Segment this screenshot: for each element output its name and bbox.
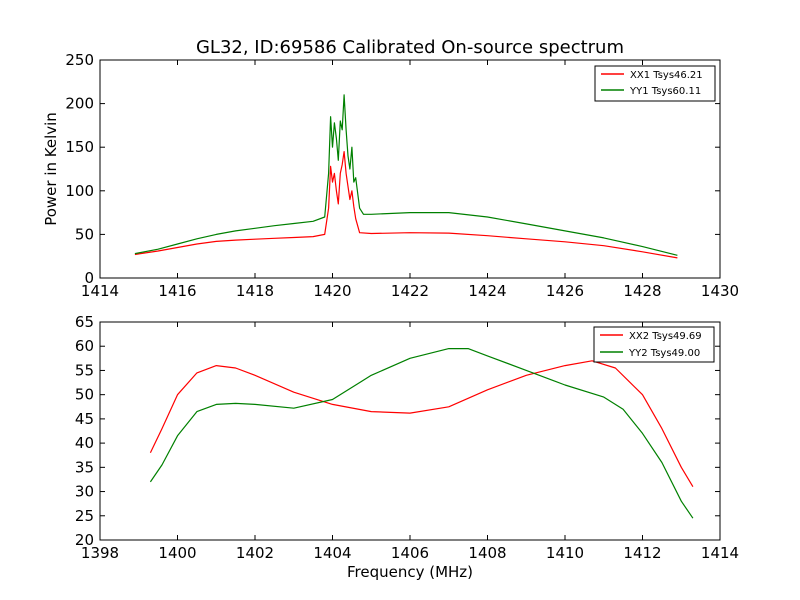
bottom-legend-box bbox=[593, 326, 715, 363]
y-tick-label: 200 bbox=[65, 95, 94, 113]
y-tick-label: 40 bbox=[75, 434, 94, 452]
x-tick-label: 1426 bbox=[546, 282, 584, 300]
y-tick-label: 55 bbox=[75, 361, 94, 379]
chart-title: GL32, ID:69586 Calibrated On-source spec… bbox=[196, 37, 624, 58]
legend-label-yy1: YY1 Tsys60.11 bbox=[629, 86, 701, 97]
x-tick-label: 1428 bbox=[623, 282, 661, 300]
x-tick-label: 1402 bbox=[236, 544, 274, 562]
x-tick-label: 1418 bbox=[236, 282, 274, 300]
y-tick-label: 45 bbox=[75, 410, 94, 428]
y-tick-label: 50 bbox=[75, 386, 94, 404]
x-tick-label: 1414 bbox=[701, 544, 739, 562]
top-ticks-group: 1414 1416 1418 1420 1422 1424 1426 1428 1430 0 50 1… bbox=[65, 51, 739, 300]
top-legend-box bbox=[594, 65, 716, 102]
y-tick-label: 35 bbox=[75, 458, 94, 476]
bottom-panel: 1398 1400 1402 1404 1406 1408 1410 1412 1414 20 25… bbox=[75, 313, 739, 581]
y-tick-label: 0 bbox=[84, 269, 94, 287]
y-tick-label: 30 bbox=[75, 483, 94, 501]
y-tick-label: 50 bbox=[75, 225, 94, 243]
y-axis-title: Power in Kelvin bbox=[42, 112, 60, 226]
x-tick-label: 1406 bbox=[391, 544, 429, 562]
top-legend: XX1 Tsys46.21 YY1 Tsys60.11 bbox=[594, 65, 716, 102]
top-series-group bbox=[134, 94, 678, 259]
y-tick-label: 150 bbox=[65, 138, 94, 156]
legend-label-yy2: YY2 Tsys49.00 bbox=[628, 348, 700, 359]
series-line-xx2 bbox=[149, 360, 694, 488]
y-tick-label: 20 bbox=[75, 531, 94, 549]
y-tick-label: 60 bbox=[75, 337, 94, 355]
x-tick-label: 1416 bbox=[158, 282, 196, 300]
y-tick-label: 100 bbox=[65, 182, 94, 200]
legend-label-xx2: XX2 Tsys49.69 bbox=[629, 331, 702, 342]
y-tick-label: 25 bbox=[75, 507, 94, 525]
x-tick-label: 1422 bbox=[391, 282, 429, 300]
x-tick-label: 1424 bbox=[468, 282, 506, 300]
y-tick-label: 65 bbox=[75, 313, 94, 331]
x-tick-label: 1410 bbox=[546, 544, 584, 562]
x-tick-label: 1400 bbox=[158, 544, 196, 562]
series-line-yy2 bbox=[149, 348, 694, 519]
x-tick-label: 1414 bbox=[81, 282, 119, 300]
top-panel: GL32, ID:69586 Calibrated On-source spec… bbox=[42, 37, 739, 300]
legend-label-xx1: XX1 Tsys46.21 bbox=[630, 70, 703, 81]
bottom-ticks-group: 1398 1400 1402 1404 1406 1408 1410 1412 1414 20 25… bbox=[75, 313, 739, 562]
x-axis-title: Frequency (MHz) bbox=[347, 563, 473, 581]
x-tick-label: 1398 bbox=[81, 544, 119, 562]
x-tick-label: 1420 bbox=[313, 282, 351, 300]
x-tick-label: 1412 bbox=[623, 544, 661, 562]
y-tick-label: 250 bbox=[65, 51, 94, 69]
x-tick-label: 1430 bbox=[701, 282, 739, 300]
bottom-legend: XX2 Tsys49.69 YY2 Tsys49.00 bbox=[593, 326, 715, 363]
series-line-xx1 bbox=[134, 151, 678, 259]
bottom-series-group bbox=[149, 348, 694, 519]
x-tick-label: 1408 bbox=[468, 544, 506, 562]
series-line-yy1 bbox=[134, 94, 678, 256]
x-tick-label: 1404 bbox=[313, 544, 351, 562]
